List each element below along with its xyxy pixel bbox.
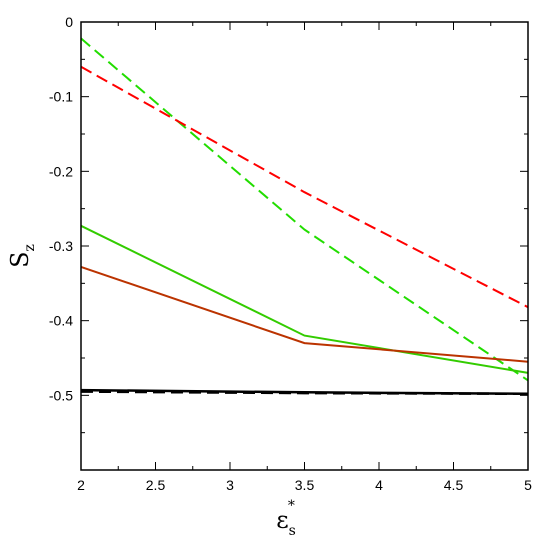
series-line-6 [80,388,529,396]
y-axis-label: Sz [6,244,38,268]
x-tick-label-6: 4.5 [444,477,464,493]
ticks-layer: 2 2.5 3 3.5 4 4.5 5 0 -0.1 -0.2 -0.3 -0.4 -0.5 [49,14,532,493]
series-line-4 [80,265,529,363]
x-tick-label-5: 4 [375,477,383,493]
series-layer [80,37,529,396]
x-tick-label-7: 5 [524,477,532,493]
y-tick-label-4: -0.3 [49,238,73,254]
y-tick-label-2: -0.1 [49,89,73,105]
series-line-1 [80,37,529,382]
x-tick-label-2: 2.5 [146,477,166,493]
x-tick-label-1: 2 [77,477,85,493]
x-tick-label-3: 3 [226,477,234,493]
y-tick-label-3: -0.2 [49,163,73,179]
y-tick-label-1: 0 [65,14,73,30]
x-axis-label: εs* [276,498,296,539]
x-tick-label-4: 3.5 [295,477,315,493]
series-line-2 [80,65,529,309]
y-tick-label-5: -0.4 [49,313,73,329]
y-tick-label-6: -0.5 [49,387,73,403]
series-line-3 [80,224,529,374]
plot-frame [80,21,529,471]
